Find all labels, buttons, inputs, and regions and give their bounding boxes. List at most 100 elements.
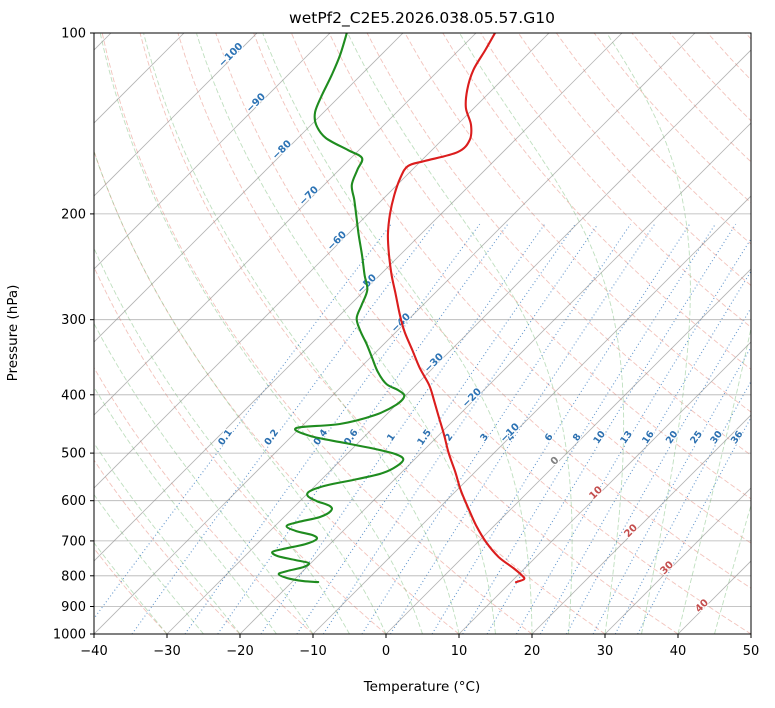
dry-adiabat-line (555, 33, 751, 245)
isotherm-line (750, 633, 751, 634)
dry-adiabat-line (328, 33, 751, 500)
isotherm-line (604, 487, 751, 634)
dry-adiabat-line (253, 33, 751, 589)
isotherm-line (458, 341, 751, 634)
isotherm-label: −70 (297, 184, 321, 208)
isotherm-line (677, 560, 751, 634)
isotherm-label: 40 (693, 597, 711, 615)
isotherm-line (166, 49, 751, 634)
dry-adiabat-line (518, 33, 751, 287)
x-tick-label: 50 (743, 644, 760, 659)
mixing-ratio-line (486, 223, 737, 634)
y-axis-title: Pressure (hPa) (5, 285, 21, 382)
isotherm-line (94, 33, 550, 489)
isotherm-line (312, 195, 751, 634)
isotherm-line (94, 33, 696, 634)
plot-frame (93, 32, 752, 635)
isotherm-label: −60 (325, 229, 349, 253)
mixing-ratio-label: 16 (640, 429, 657, 446)
isotherm-line (94, 33, 331, 270)
x-tick-label: 20 (524, 644, 541, 659)
mixing-ratio-line (296, 223, 576, 634)
x-tick-label: 40 (670, 644, 687, 659)
x-tick-label: −30 (153, 644, 180, 659)
moist-adiabat-line (143, 33, 460, 634)
mixing-ratio-label: 3 (478, 432, 491, 444)
mixing-ratio-line (516, 237, 751, 634)
isotherm-line (239, 122, 751, 634)
mixing-ratio-label: 25 (688, 429, 705, 446)
moist-adiabat-line (94, 386, 277, 634)
y-tick-label: 800 (61, 569, 86, 584)
y-tick-label: 1000 (53, 628, 86, 643)
dry-adiabat-line (94, 266, 387, 634)
y-tick-label: 200 (61, 207, 86, 222)
chart-title: wetPf2_C2E5.2026.038.05.57.G10 (289, 9, 555, 28)
mixing-ratio-label: 0.2 (262, 428, 281, 448)
x-axis-title: Temperature (°C) (363, 679, 481, 695)
isotherm-line (385, 268, 751, 634)
background-isopleths (94, 33, 751, 634)
isotherm-label: 20 (622, 522, 640, 540)
dry-adiabat-line (101, 33, 533, 634)
y-tick-label: 400 (61, 388, 86, 403)
mixing-ratio-label: 1 (385, 432, 398, 444)
mixing-ratio-line (361, 223, 631, 634)
isotherm-label: −80 (270, 138, 294, 162)
mixing-ratio-line (614, 380, 751, 634)
isotherm-label: 10 (587, 484, 605, 502)
x-tick-label: −10 (299, 644, 326, 659)
mixing-ratio-label: 13 (618, 429, 635, 446)
moist-adiabat-line (606, 33, 691, 634)
x-tick-label: 10 (451, 644, 468, 659)
isotherm-label: −100 (217, 41, 245, 69)
mixing-ratio-label: 10 (591, 429, 608, 446)
mixing-ratio-line (637, 416, 751, 634)
mixing-ratio-label: 8 (571, 431, 584, 443)
dry-adiabat-line (94, 459, 241, 634)
x-tick-label: 30 (597, 644, 614, 659)
moist-adiabat-line (94, 442, 241, 634)
moist-adiabat-line (94, 493, 204, 634)
y-tick-label: 100 (61, 27, 86, 42)
isotherm-label: −30 (422, 351, 446, 375)
x-tick-label: −40 (80, 644, 107, 659)
mixing-ratio-line (390, 223, 656, 634)
mixing-ratio-line (322, 223, 599, 634)
dry-adiabat-line (139, 33, 606, 634)
moist-adiabat-line (196, 33, 496, 634)
mixing-ratio-label: 36 (729, 429, 746, 446)
isotherm-label: 0 (549, 455, 562, 468)
mixing-ratio-label: 1.5 (415, 428, 434, 448)
dry-adiabat-line (480, 33, 751, 328)
moist-adiabat-line (262, 33, 533, 634)
moist-adiabat-line (94, 322, 314, 634)
dry-adiabat-line (94, 366, 314, 634)
y-tick-label: 600 (61, 494, 86, 509)
isotherm-line (94, 33, 623, 562)
dewpoint-profile-line (271, 33, 406, 584)
dry-adiabat-line (442, 33, 751, 370)
mixing-ratio-line (131, 223, 435, 634)
mixing-ratio-line (539, 270, 751, 634)
isotherm-line (94, 33, 477, 416)
mixing-ratio-line (184, 223, 481, 634)
dry-adiabat-line (404, 33, 751, 413)
moist-adiabat-line (714, 503, 751, 634)
dry-adiabat-line (707, 33, 751, 81)
y-tick-label: 300 (61, 313, 86, 328)
mixing-ratio-line (431, 223, 691, 634)
mixing-ratio-line (260, 223, 546, 634)
dry-adiabat-line (177, 33, 679, 634)
isotherm-line (531, 414, 751, 634)
mixing-ratio-line (462, 223, 716, 634)
temperature-profile-line (386, 33, 526, 584)
moist-adiabat-line (459, 33, 625, 634)
dry-adiabat-line (215, 33, 751, 634)
isotherm-label: −90 (244, 91, 268, 115)
mixing-ratio-line (592, 346, 751, 634)
y-tick-label: 900 (61, 600, 86, 615)
